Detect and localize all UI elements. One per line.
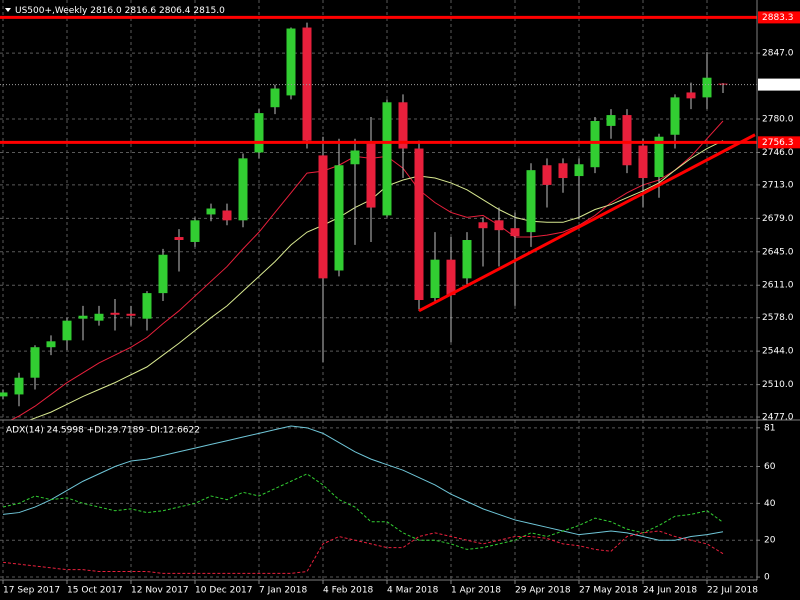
x-tick-label: 29 Apr 2018 [515,586,571,596]
candle-body [350,150,360,165]
candle-body [686,92,696,99]
chart-header: US500+,Weekly 2816.0 2816.6 2806.4 2815.… [15,6,225,16]
candle-body [334,165,344,271]
x-tick-label: 15 Oct 2017 [67,586,123,596]
candle-body [590,120,600,168]
indicator-label: ADX(14) 24.5998 +DI:29.7189 -DI:12.6622 [6,426,200,436]
candle-body [46,341,56,348]
header-value: 2815.0 [193,6,225,16]
candle-body [0,392,8,397]
candle-body [478,222,488,229]
price-tag [758,78,800,91]
candle-body [110,312,120,315]
y-tick-label: 2611.0 [762,281,794,291]
y-tick-label: 2477.0 [762,413,794,423]
candle-body [414,148,424,300]
candle-body [622,115,632,166]
candle-body [702,77,712,98]
candle-body [494,220,504,231]
candle-body [206,208,216,215]
candle-body [254,113,264,153]
candle-body [94,313,104,321]
x-tick-label: 1 Apr 2018 [451,586,501,596]
y-tick-label: 20 [764,536,776,546]
price-tag-label: 2815.0 [762,80,794,90]
candle-body [398,102,408,149]
symbol: US500+,Weekly [15,6,88,16]
x-tick-label: 4 Mar 2018 [387,586,439,596]
header-value: 2816.6 [125,6,157,16]
header-value: 2816.0 [90,6,122,16]
candle-body [158,254,168,294]
y-tick-label: 2746.0 [762,148,794,158]
candle-body [654,136,664,178]
x-tick-label: 22 Jul 2018 [707,586,758,596]
candle-body [62,320,72,341]
candle-body [430,259,440,299]
header-value: 2806.4 [159,6,191,16]
candle-body [190,220,200,242]
line-series [2,425,724,541]
price-tag-label: 2756.3 [762,138,794,148]
candle-body [526,170,536,233]
candle-body [574,164,584,177]
candle-body [382,102,392,216]
y-tick-label: 0 [764,573,770,583]
y-tick-label: 40 [764,499,776,509]
y-tick-label: 2847.0 [762,49,794,59]
y-tick-label: 2578.0 [762,313,794,323]
candle-body [542,165,552,185]
x-tick-label: 4 Feb 2018 [323,586,374,596]
trend-line [418,133,756,313]
y-tick-label: 2510.0 [762,380,794,390]
candle-body [78,315,88,319]
x-tick-label: 27 May 2018 [579,586,638,596]
candle-body [142,293,152,319]
y-tick-label: 2780.0 [762,115,794,125]
candle-body [286,28,296,96]
candle-body [638,145,648,179]
main-marks [0,15,757,420]
candle-body [126,313,136,316]
x-tick-label: 10 Dec 2017 [195,586,253,596]
candle-body [606,115,616,126]
candle-body [462,240,472,279]
candle-body [446,259,456,296]
candle-body [670,97,680,135]
candle-body [174,237,184,240]
y-tick-label: 2679.0 [762,214,794,224]
x-tick-label: 17 Sep 2017 [3,586,60,596]
candle-body [366,142,376,208]
price-tag [758,11,800,24]
y-tick-label: 2544.0 [762,347,794,357]
candle-body [222,210,232,221]
y-tick-label: 81 [764,423,775,433]
candle-body [270,88,280,108]
x-tick-label: 7 Jan 2018 [259,586,307,596]
candle-body [510,228,520,237]
y-tick-label: 2713.0 [762,180,794,190]
line-series [2,530,724,574]
y-tick-label: 60 [764,462,776,472]
candle-body [30,347,40,378]
x-tick-label: 24 Jun 2018 [643,586,697,596]
candle-body [14,377,24,395]
price-tag [758,136,800,149]
candle-body [558,163,568,179]
x-tick-label: 12 Nov 2017 [131,586,189,596]
candle-body [318,155,328,279]
menu-icon [5,8,11,12]
candle-body [238,158,248,221]
line-series [9,120,724,420]
price-tag-label: 2883.3 [762,13,794,23]
adx-marks [2,425,724,574]
y-tick-label: 2645.0 [762,247,794,257]
